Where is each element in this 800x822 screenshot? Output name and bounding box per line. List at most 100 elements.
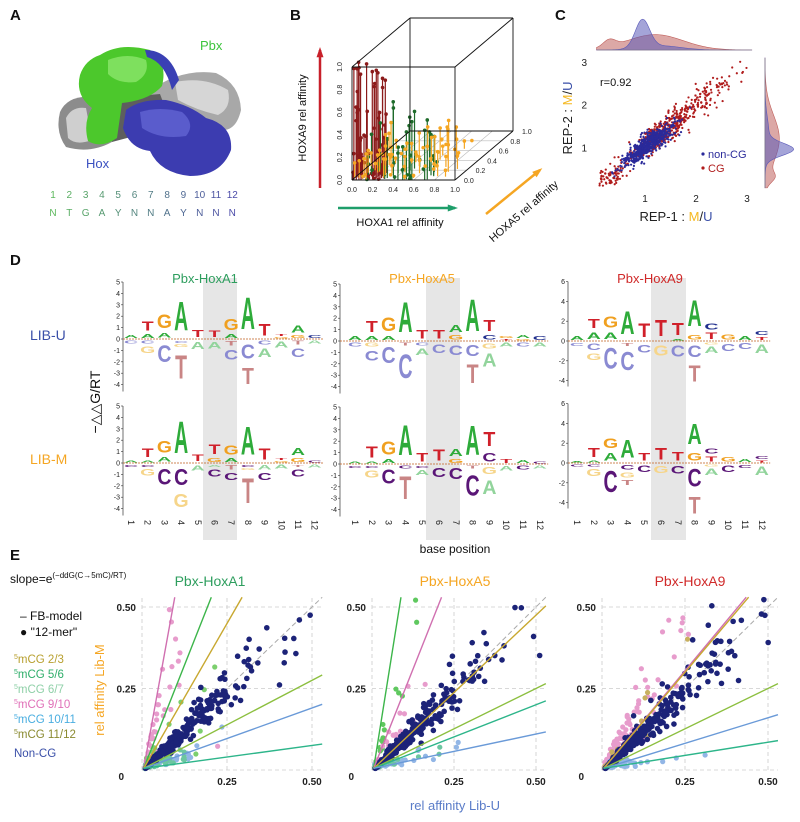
point-CG	[648, 155, 651, 158]
point-CG	[609, 162, 612, 165]
logo-letter-C: C	[241, 464, 255, 468]
position-number: 3	[83, 190, 89, 201]
row-label-lib-m: LIB-M	[30, 451, 67, 467]
logo-letter-C: C	[637, 464, 651, 474]
point-non-cg	[689, 637, 696, 643]
point-non-CG	[637, 140, 640, 143]
point-non-CG	[629, 143, 632, 146]
logo-letter-A: A	[415, 469, 430, 477]
logo-letter-A: A	[207, 340, 221, 350]
point-mcg-9-10	[215, 743, 221, 749]
logo-letter-G: G	[240, 467, 255, 471]
position-tick-label: 4	[400, 520, 410, 525]
legend-superscript: 5	[14, 669, 18, 676]
logo-letter-A: A	[157, 457, 172, 464]
point-mcg-9-10	[678, 627, 684, 634]
logo-letter-T: T	[655, 444, 667, 463]
logo-letter-G: G	[721, 334, 736, 342]
logo-letter-A: A	[348, 461, 362, 464]
logo-y-tick-label: -2	[559, 358, 565, 365]
logo-letter-C: C	[365, 348, 379, 364]
point-CG	[604, 172, 607, 175]
point-non-CG	[643, 140, 646, 143]
point-non-cg	[481, 629, 487, 636]
logo-letter-G: G	[515, 339, 530, 341]
point-HOXA9-preferred	[374, 68, 379, 73]
point-CG	[694, 100, 697, 103]
position-tick-label: 6	[656, 520, 666, 525]
point-HOXA5-preferred	[403, 154, 407, 159]
y-tick-label: 0.6	[337, 107, 344, 117]
x-tick-label: 0.0	[347, 187, 357, 194]
logo-letter-C: C	[124, 340, 138, 345]
point-non-CG	[643, 148, 646, 152]
logo-y-tick-label: -3	[114, 495, 120, 502]
point-non-CG	[648, 148, 651, 152]
point-HOXA1-preferred	[400, 145, 405, 149]
point-non-cg	[717, 661, 723, 667]
point-mcg-9-10	[636, 709, 642, 715]
x-tick-label: 0.6	[409, 187, 419, 194]
logo-letter-A: A	[191, 465, 206, 473]
y-tick-label: 0.8	[337, 85, 344, 95]
point-HOXA5-preferred	[352, 161, 357, 165]
point-non-cg	[668, 707, 674, 714]
point-non-CG	[621, 154, 624, 157]
point-non-cg	[695, 685, 702, 691]
logo-letter-T: T	[621, 342, 633, 347]
logo-letter-T: T	[638, 320, 650, 342]
point-HOXA5-preferred	[462, 139, 467, 143]
logo-y-tick-label: 0	[561, 339, 565, 346]
position-tick-label: 10	[276, 520, 286, 530]
point-CG	[705, 102, 708, 105]
point-non-cg	[256, 646, 262, 652]
logo-y-tick-label: 2	[116, 314, 120, 321]
logo-letter-T: T	[275, 457, 288, 461]
point-CG	[604, 168, 607, 171]
sequence-letter: N	[49, 208, 56, 219]
point-HOXA5-preferred	[431, 167, 436, 171]
point-non-CG	[651, 139, 654, 142]
logo-letter-T: T	[175, 348, 187, 386]
logo-letter-A: A	[755, 465, 769, 479]
point-HOXA5-preferred	[390, 163, 394, 168]
legend-item: 5mCG 6/7	[14, 684, 64, 696]
sequence-letter: A	[164, 208, 171, 219]
point-HOXA5-preferred	[390, 152, 394, 157]
position-tick-label: 7	[673, 520, 683, 525]
y-tick-label: 0.25	[347, 685, 367, 696]
point-non-cg	[441, 691, 447, 697]
legend-symbol: –	[20, 609, 30, 623]
point-CG	[727, 88, 730, 91]
logo-letter-C: C	[533, 336, 547, 342]
point-mcg-9-10	[659, 629, 666, 635]
position-tick-label: 5	[639, 520, 649, 525]
point-mcg-5-6	[380, 735, 386, 741]
logo-letter-G: G	[207, 458, 222, 464]
point-non-cg	[761, 596, 767, 603]
logo-letter-G: G	[499, 335, 514, 338]
point-CG	[727, 85, 730, 88]
point-non-cg	[709, 650, 715, 656]
point-CG	[683, 109, 687, 112]
logo-letter-C: C	[620, 347, 634, 376]
logo-letter-C: C	[570, 342, 584, 347]
logo-y-tick-label: 5	[333, 282, 337, 289]
point-non-CG	[642, 135, 645, 138]
point-non-cg	[449, 653, 456, 660]
logo-letter-A: A	[587, 460, 601, 463]
point-HOXA5-preferred	[381, 157, 386, 161]
logo-letter-T: T	[500, 339, 513, 341]
logo-y-tick-label: -3	[114, 371, 120, 378]
legend-text: mCG 6/7	[18, 684, 64, 696]
logo-y-tick-label: -3	[331, 496, 337, 503]
logo-letter-C: C	[482, 335, 497, 342]
logo-letter-A: A	[141, 334, 155, 340]
point-HOXA1-preferred	[400, 168, 405, 172]
point-non-CG	[625, 164, 628, 167]
point-non-CG	[655, 134, 659, 137]
point-non-CG	[651, 135, 654, 138]
point-non-cg	[246, 636, 252, 643]
point-non-CG	[620, 165, 623, 168]
point-non-CG	[611, 172, 614, 175]
